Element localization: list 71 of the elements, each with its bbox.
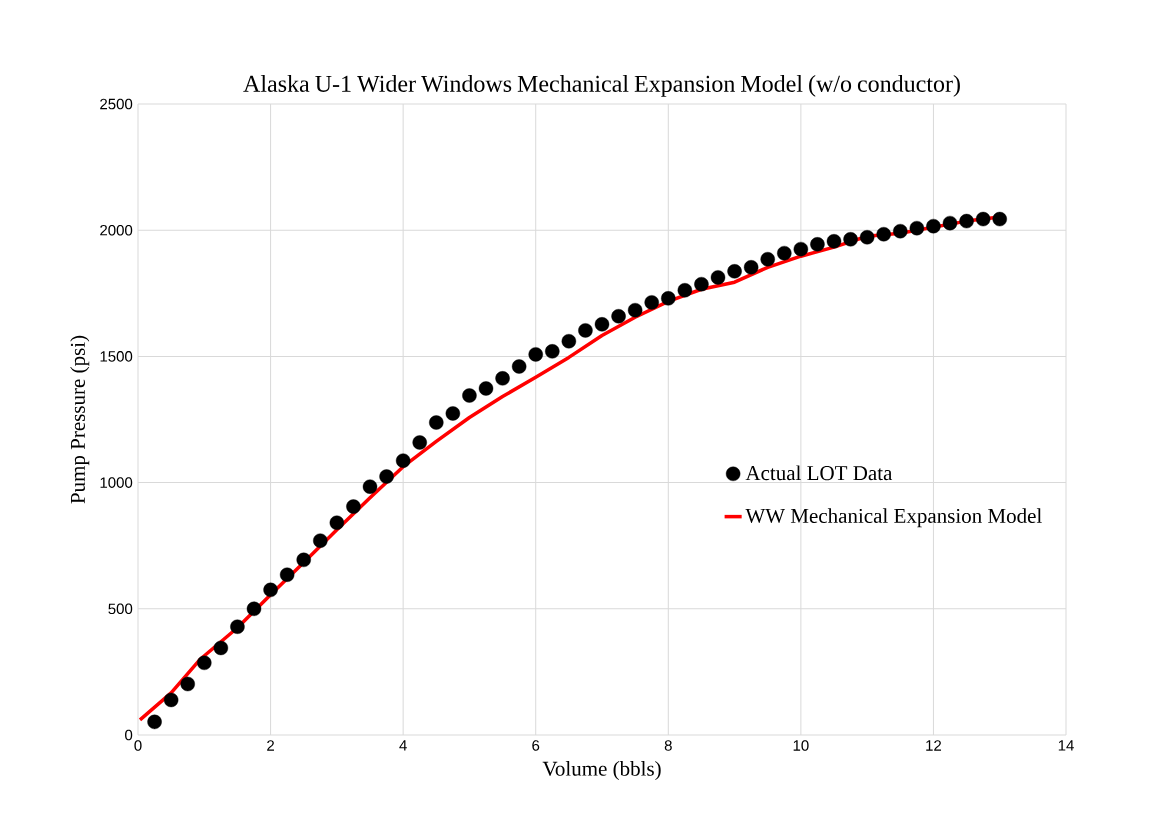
x-tick-label: 10 <box>793 740 809 751</box>
y-tick-label: 1500 <box>100 351 133 362</box>
point <box>876 227 891 242</box>
point <box>661 291 676 306</box>
point <box>279 567 295 582</box>
point <box>926 218 941 234</box>
x-tick-label: 12 <box>926 740 942 751</box>
point <box>296 552 311 568</box>
x-tick-label: 6 <box>532 740 540 751</box>
point <box>826 234 842 249</box>
point <box>959 213 974 229</box>
point <box>329 515 345 530</box>
point <box>462 388 477 403</box>
point <box>611 309 626 324</box>
chart-title: Alaska U-1 Wider Windows Mechanical Expansion Model (w/o conductor) <box>243 75 960 97</box>
point <box>992 211 1007 227</box>
point <box>627 303 643 318</box>
point <box>777 245 792 261</box>
legend-label: WW Mechanical Expansion Model <box>745 508 1042 528</box>
x-tick-label: 0 <box>134 740 142 751</box>
point <box>213 640 229 656</box>
point <box>412 435 427 450</box>
point <box>545 344 560 359</box>
point <box>975 211 991 227</box>
point <box>594 317 610 332</box>
point <box>760 252 775 267</box>
point <box>942 215 958 231</box>
point <box>163 692 179 708</box>
point <box>893 224 908 239</box>
point <box>810 237 825 252</box>
point <box>395 453 411 468</box>
legend-label: Actual LOT Data <box>745 465 893 481</box>
point <box>379 469 394 484</box>
y-axis-title: Pump Pressure (psi) <box>70 335 90 504</box>
point <box>843 232 858 247</box>
point <box>362 479 378 494</box>
point <box>246 601 262 616</box>
point <box>677 283 693 298</box>
x-tick-label: 4 <box>399 740 407 751</box>
point <box>429 415 444 430</box>
point <box>263 582 278 598</box>
point <box>528 347 543 362</box>
point <box>644 295 659 310</box>
point <box>197 655 212 671</box>
point <box>478 381 494 396</box>
point <box>793 241 809 257</box>
x-axis-title: Volume (bbls) <box>542 761 661 781</box>
point <box>147 714 162 730</box>
point <box>495 371 510 386</box>
y-tick-label: 2000 <box>100 224 133 236</box>
point <box>445 406 461 421</box>
y-tick-label: 0 <box>125 729 133 741</box>
x-tick-label: 14 <box>1058 740 1074 751</box>
point <box>346 499 361 514</box>
y-tick-label: 500 <box>108 603 133 615</box>
point <box>180 676 195 692</box>
point <box>511 359 527 374</box>
point <box>909 220 925 236</box>
y-tick-label: 1000 <box>100 477 133 488</box>
point <box>230 619 245 634</box>
point <box>578 323 593 338</box>
point <box>859 230 875 245</box>
x-tick-label: 8 <box>664 740 672 751</box>
point <box>743 260 759 275</box>
point <box>727 264 742 279</box>
point <box>694 277 709 292</box>
x-tick-label: 2 <box>267 740 274 751</box>
point <box>313 533 328 548</box>
point <box>710 270 726 285</box>
point <box>561 334 577 349</box>
y-tick-label: 2500 <box>100 98 133 110</box>
